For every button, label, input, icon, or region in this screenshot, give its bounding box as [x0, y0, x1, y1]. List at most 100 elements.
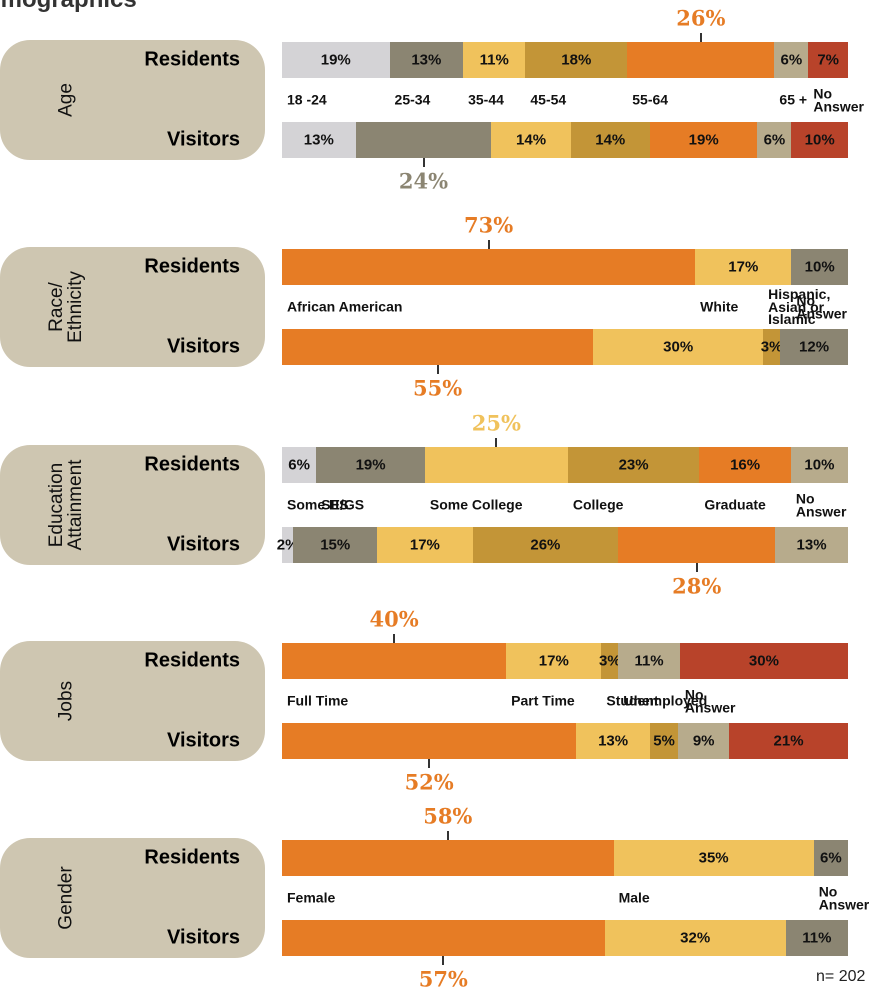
- category-label: Unemployed: [623, 692, 708, 709]
- value-label: 16%: [730, 456, 761, 474]
- bar-segment: [282, 643, 507, 679]
- bar-segment: [282, 329, 594, 365]
- value-label: 10%: [804, 131, 835, 149]
- category-label: Part Time: [511, 692, 575, 709]
- category-label: 25-34: [394, 91, 431, 108]
- value-label: 2%: [276, 536, 299, 554]
- bar-segment: [463, 42, 526, 78]
- value-label: 11%: [479, 51, 509, 69]
- bar-segment: [282, 249, 696, 285]
- value-label: 6%: [820, 849, 842, 867]
- bar-segment: [506, 643, 602, 679]
- callout-label: 58%: [423, 803, 473, 829]
- value-label: 13%: [796, 536, 827, 554]
- bar-segment: [780, 329, 848, 365]
- bar-segment: [293, 527, 378, 563]
- bar-segment: [813, 840, 848, 876]
- value-label: 3%: [760, 338, 783, 356]
- bar-segment: [695, 249, 792, 285]
- group-label: Visitors: [167, 335, 240, 358]
- bar-segment: [649, 122, 758, 158]
- value-label: 18%: [561, 51, 592, 69]
- category-label: 55-64: [632, 91, 669, 108]
- category-label: College: [572, 496, 624, 513]
- section-pill: [0, 641, 265, 761]
- value-label: 15%: [320, 536, 351, 554]
- bar-segment: [613, 840, 814, 876]
- bar-segment: [791, 249, 848, 285]
- callout-tick: [393, 634, 396, 643]
- category-label: No Answer: [684, 686, 736, 715]
- section-title: Jobs: [55, 680, 77, 722]
- section-title: Education Attainment: [46, 459, 86, 551]
- value-label: 6%: [288, 456, 310, 474]
- bar-segment: [757, 122, 792, 158]
- callout-label: 26%: [676, 5, 726, 31]
- category-label: Some HS: [287, 496, 349, 513]
- value-label: 11%: [634, 652, 664, 670]
- bar-segment: [491, 122, 571, 158]
- bar-segment: [593, 329, 764, 365]
- category-label: Graduate: [704, 496, 766, 513]
- value-label: 19%: [688, 131, 719, 149]
- bar-segment: [791, 122, 848, 158]
- category-label: SE/GS: [321, 496, 365, 513]
- value-label: 13%: [598, 732, 629, 750]
- value-label: 23%: [618, 456, 649, 474]
- bar-segment: [618, 643, 680, 679]
- bar-segment: [699, 447, 791, 483]
- value-label: 17%: [728, 258, 759, 276]
- value-label: 3%: [598, 652, 621, 670]
- bar-segment: [774, 42, 809, 78]
- group-label: Residents: [144, 48, 240, 71]
- group-label: Visitors: [167, 128, 240, 151]
- category-label: Some College: [429, 496, 523, 513]
- category-label: No Answer: [796, 292, 847, 321]
- value-label: 14%: [595, 131, 626, 149]
- value-label: 9%: [692, 732, 715, 750]
- value-label: 32%: [680, 929, 711, 947]
- bar-segment: [679, 643, 848, 679]
- bar-segment: [424, 447, 568, 483]
- group-label: Residents: [144, 649, 240, 672]
- value-label: 17%: [538, 652, 569, 670]
- category-label: Male: [618, 889, 650, 906]
- bar-segment: [627, 42, 775, 78]
- section-title: Race/ Ethnicity: [46, 271, 86, 343]
- bar-segment: [763, 329, 781, 365]
- bar-segment: [282, 723, 577, 759]
- bar-segment: [775, 527, 848, 563]
- bar-segment: [282, 42, 390, 78]
- category-label: Student: [606, 692, 659, 709]
- category-label: White: [700, 298, 739, 315]
- callout-label: 25%: [471, 410, 521, 436]
- bar-segment: [601, 643, 619, 679]
- callout-label: 40%: [369, 606, 419, 632]
- bar-segment: [525, 42, 628, 78]
- value-label: 13%: [303, 131, 334, 149]
- group-label: Residents: [144, 846, 240, 869]
- callout-tick: [446, 831, 449, 840]
- section-title: Age: [55, 83, 77, 117]
- bar-segment: [389, 42, 464, 78]
- bar-segment: [785, 920, 848, 956]
- bar-segment: [355, 122, 492, 158]
- category-label: Female: [287, 889, 336, 906]
- value-label: 30%: [748, 652, 779, 670]
- bar-segment: [282, 840, 614, 876]
- callout-tick: [699, 33, 702, 42]
- value-label: 7%: [817, 51, 840, 69]
- group-label: Residents: [144, 255, 240, 278]
- category-label: No Answer: [818, 883, 870, 912]
- sample-note: n= 202: [816, 968, 866, 985]
- group-label: Visitors: [167, 729, 240, 752]
- page-title: Demographics: [0, 0, 137, 14]
- bar-segment: [472, 527, 619, 563]
- callout-label: 55%: [413, 375, 463, 401]
- callout-label: 52%: [404, 769, 454, 795]
- value-label: 30%: [663, 338, 694, 356]
- category-label: 65 +: [779, 91, 808, 108]
- value-label: 21%: [773, 732, 804, 750]
- value-label: 12%: [799, 338, 830, 356]
- bar-segment: [567, 447, 700, 483]
